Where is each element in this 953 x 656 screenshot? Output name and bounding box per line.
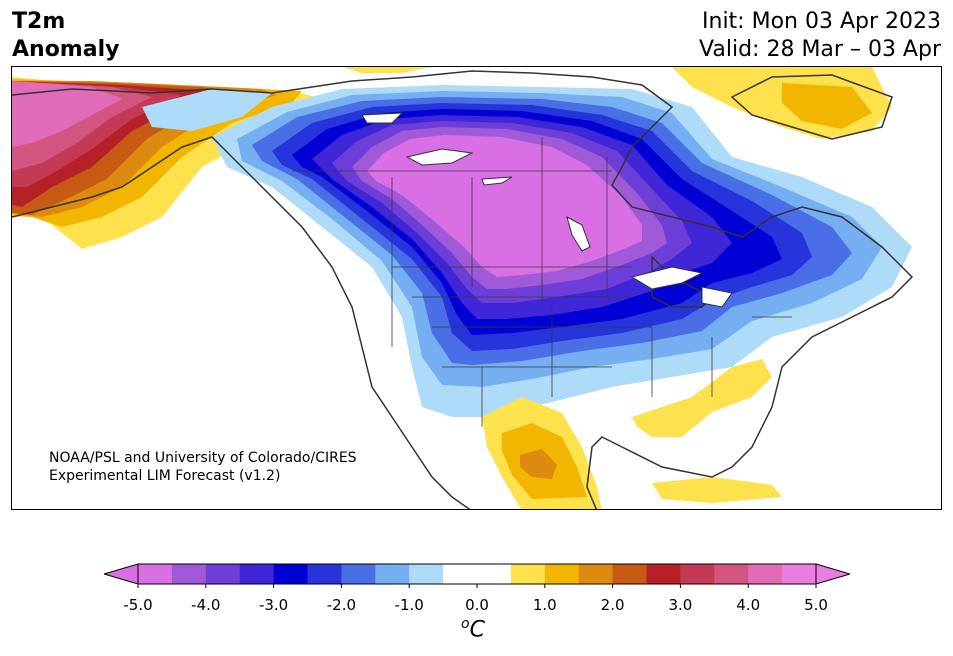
colorbar-extend-low <box>104 563 139 585</box>
map-canvas <box>12 67 914 509</box>
colorbar-swatch <box>375 564 410 584</box>
colorbar-swatches <box>138 564 817 584</box>
colorbar-swatch <box>714 564 749 584</box>
colorbar-swatch <box>510 564 546 584</box>
colorbar-tick-label: 4.0 <box>736 596 760 614</box>
data-credit: NOAA/PSL and University of Colorado/CIRE… <box>49 449 357 485</box>
unit-label: oC <box>461 616 485 642</box>
colorbar-tick-label: 1.0 <box>533 596 557 614</box>
colorbar-tick-label: -2.0 <box>327 596 356 614</box>
borders <box>292 137 792 427</box>
colorbar-swatch <box>680 564 715 584</box>
map-title: T2m Anomaly <box>12 8 119 64</box>
colorbar-swatch <box>205 564 241 584</box>
colorbar-swatch <box>341 564 376 584</box>
colorbar-swatch <box>578 564 614 584</box>
colorbar-swatch <box>443 564 478 584</box>
colorbar-tick-label: -1.0 <box>395 596 424 614</box>
valid-range: Valid: 28 Mar – 03 Apr <box>699 37 941 62</box>
colorbar-tick-label: -3.0 <box>259 596 288 614</box>
date-info: Init: Mon 03 Apr 2023 Valid: 28 Mar – 03… <box>699 8 941 64</box>
colorbar-tick-label: 0.0 <box>465 596 489 614</box>
colorbar-swatch <box>477 564 512 584</box>
colorbar-tick-label: 2.0 <box>601 596 625 614</box>
colorbar-swatch <box>612 564 647 584</box>
colorbar-swatch <box>544 564 580 584</box>
colorbar-tick-label: -4.0 <box>191 596 220 614</box>
colorbar-swatch <box>239 564 275 584</box>
anomaly-map <box>11 66 942 510</box>
colorbar-ticks: -5.0 -4.0 -3.0 -2.0 -1.0 0.0 1.0 2.0 3.0 4.0 5.0 <box>123 584 828 614</box>
unit-base: C <box>469 617 485 643</box>
colorbar-swatch <box>307 564 342 584</box>
colorbar-tick-label: -5.0 <box>123 596 152 614</box>
title-line-1: T2m <box>12 9 66 34</box>
alaska-cold-fringe <box>142 89 272 131</box>
colorbar: -5.0 -4.0 -3.0 -2.0 -1.0 0.0 1.0 2.0 3.0 4.0 5.0 <box>104 563 850 614</box>
colorbar-extend-high <box>815 563 850 585</box>
colorbar-swatch <box>646 564 681 584</box>
lakes <box>361 112 733 308</box>
colorbar-tick-label: 5.0 <box>804 596 828 614</box>
credit-line-1: NOAA/PSL and University of Colorado/CIRE… <box>49 450 357 466</box>
colorbar-swatch <box>138 564 173 584</box>
title-line-2: Anomaly <box>12 37 120 62</box>
colorbar-swatch <box>409 564 444 584</box>
southwest-warm-anomaly <box>482 359 782 509</box>
greenland-warm-anomaly <box>342 67 892 139</box>
colorbar-swatch <box>782 564 817 584</box>
credit-line-2: Experimental LIM Forecast (v1.2) <box>49 468 281 484</box>
unit-degree: o <box>461 616 470 632</box>
colorbar-swatch <box>748 564 783 584</box>
colorbar-swatch <box>171 564 207 584</box>
colorbar-tick-label: 3.0 <box>668 596 692 614</box>
init-date: Init: Mon 03 Apr 2023 <box>702 9 941 34</box>
colorbar-swatch <box>273 564 308 584</box>
